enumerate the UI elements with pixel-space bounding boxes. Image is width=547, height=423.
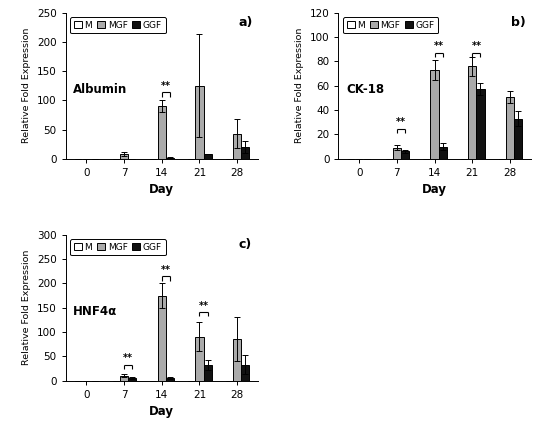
Bar [233, 134, 241, 159]
Bar [120, 154, 128, 159]
Text: CK-18: CK-18 [346, 83, 385, 96]
Y-axis label: Relative Fold Expression: Relative Fold Expression [22, 28, 31, 143]
Y-axis label: Relative Fold Expression: Relative Fold Expression [22, 250, 31, 365]
Bar [506, 97, 514, 159]
Bar [158, 296, 166, 381]
Bar [128, 378, 136, 381]
Text: **: ** [199, 301, 208, 310]
Bar [195, 337, 203, 381]
Bar [233, 339, 241, 381]
Text: **: ** [161, 81, 171, 91]
Bar [430, 70, 439, 159]
Text: b): b) [511, 16, 526, 29]
X-axis label: Day: Day [149, 183, 174, 196]
Bar [166, 157, 174, 159]
Bar [203, 154, 212, 159]
Bar [401, 151, 409, 159]
Text: **: ** [161, 265, 171, 275]
Text: c): c) [238, 238, 252, 250]
Text: **: ** [123, 353, 133, 363]
Bar [166, 378, 174, 381]
Bar [203, 365, 212, 381]
Bar [195, 86, 203, 159]
Y-axis label: Relative Fold Expression: Relative Fold Expression [295, 28, 304, 143]
Legend: M, MGF, GGF: M, MGF, GGF [70, 239, 166, 255]
Bar [241, 147, 249, 159]
Bar [514, 118, 522, 159]
Legend: M, MGF, GGF: M, MGF, GGF [343, 17, 439, 33]
Text: Albumin: Albumin [73, 83, 127, 96]
Text: HNF4α: HNF4α [73, 305, 118, 318]
Bar [476, 89, 485, 159]
Bar [120, 376, 128, 381]
Bar [439, 146, 447, 159]
Bar [241, 365, 249, 381]
Text: a): a) [238, 16, 253, 29]
Text: **: ** [434, 41, 444, 51]
X-axis label: Day: Day [149, 405, 174, 418]
X-axis label: Day: Day [422, 183, 447, 196]
Bar [468, 66, 476, 159]
Legend: M, MGF, GGF: M, MGF, GGF [70, 17, 166, 33]
Bar [393, 148, 401, 159]
Text: **: ** [472, 41, 481, 51]
Text: **: ** [396, 117, 406, 127]
Bar [158, 106, 166, 159]
